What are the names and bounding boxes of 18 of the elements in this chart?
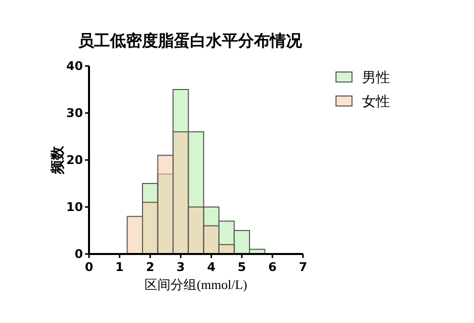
y-tick-label: 40 bbox=[66, 59, 83, 73]
y-tick-label: 10 bbox=[66, 200, 83, 214]
y-axis-title: 频数 bbox=[50, 145, 66, 175]
x-axis-title: 区间分组(mmol/L) bbox=[144, 277, 248, 292]
legend-label: 男性 bbox=[362, 70, 390, 86]
x-tick-label: 7 bbox=[298, 260, 308, 274]
x-tick-label: 3 bbox=[176, 260, 185, 274]
y-tick-label: 0 bbox=[74, 247, 83, 261]
y-tick-label: 20 bbox=[66, 153, 83, 167]
x-tick-label: 2 bbox=[146, 260, 154, 274]
legend-label: 女性 bbox=[362, 94, 390, 110]
chart-title: 员工低密度脂蛋白水平分布情况 bbox=[78, 31, 303, 50]
x-tick-label: 1 bbox=[115, 260, 124, 274]
x-tick-label: 4 bbox=[207, 260, 216, 274]
x-tick-label: 5 bbox=[238, 260, 246, 274]
x-tick-label: 0 bbox=[84, 260, 94, 274]
x-tick-label: 6 bbox=[268, 260, 277, 274]
y-tick-label: 30 bbox=[66, 106, 83, 120]
